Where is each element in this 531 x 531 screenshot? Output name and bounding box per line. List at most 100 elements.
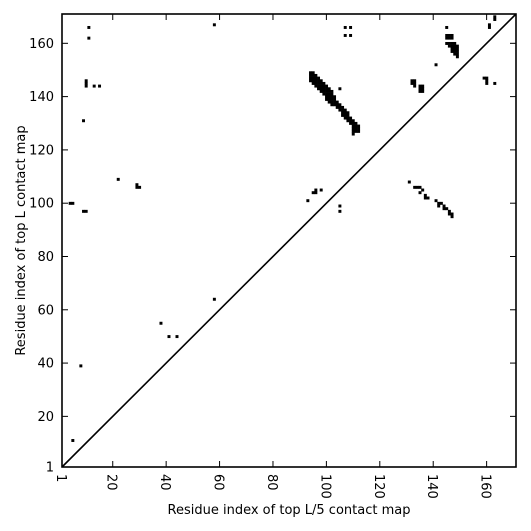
contact-point xyxy=(87,36,91,40)
contact-point xyxy=(439,201,443,205)
contact-point xyxy=(418,89,422,93)
contact-point xyxy=(410,79,414,83)
contact-point xyxy=(159,321,163,325)
contact-point xyxy=(487,23,491,27)
y-tick-label: 80 xyxy=(37,250,54,265)
contact-point xyxy=(346,113,350,117)
y-tick-label: 20 xyxy=(37,410,54,425)
contact-point xyxy=(346,111,350,115)
contact-point xyxy=(415,185,419,189)
contact-point xyxy=(311,191,315,195)
contact-point xyxy=(138,185,142,189)
contact-point xyxy=(349,121,353,125)
contact-point xyxy=(418,87,422,91)
x-tick-label: 120 xyxy=(371,474,386,499)
contact-point xyxy=(445,36,449,40)
contact-point xyxy=(330,100,334,104)
contact-point xyxy=(338,209,342,213)
x-tick-label: 140 xyxy=(424,474,439,499)
contact-point xyxy=(418,84,422,88)
contact-point xyxy=(314,188,318,192)
contact-point xyxy=(311,76,315,80)
contact-point xyxy=(317,76,321,80)
contact-point xyxy=(434,199,438,203)
contact-point xyxy=(167,335,171,339)
contact-point xyxy=(343,108,347,112)
contact-point xyxy=(341,113,345,117)
contact-point xyxy=(450,33,454,37)
contact-point xyxy=(338,204,342,208)
contact-point xyxy=(333,97,337,101)
contact-point xyxy=(309,73,312,77)
contact-point xyxy=(68,201,72,205)
contact-point xyxy=(447,36,451,40)
contact-point xyxy=(410,81,414,85)
contact-point xyxy=(330,97,334,101)
contact-point xyxy=(212,23,216,27)
contact-point xyxy=(450,212,454,216)
contact-point xyxy=(453,52,457,56)
y-tick-label: 160 xyxy=(29,37,54,52)
contact-point xyxy=(309,79,312,83)
contact-point xyxy=(319,81,323,85)
contact-point xyxy=(319,87,323,91)
contact-point xyxy=(357,127,361,131)
contact-point xyxy=(421,89,425,93)
x-axis-ticks: 1 20 40 60 80 100 120 140 160 xyxy=(53,14,493,499)
contact-point xyxy=(450,215,454,219)
contact-point xyxy=(116,177,120,181)
contact-point xyxy=(314,76,318,80)
contact-point xyxy=(453,49,457,53)
contact-point xyxy=(354,121,358,125)
contact-point xyxy=(450,41,454,45)
contact-point xyxy=(338,105,342,109)
contact-point xyxy=(135,185,139,189)
contact-point xyxy=(319,84,323,88)
contact-point xyxy=(413,84,417,88)
contact-point xyxy=(84,209,88,213)
contact-point xyxy=(322,81,326,85)
x-tick-label: 20 xyxy=(104,474,119,491)
contact-point xyxy=(322,87,326,91)
contact-point xyxy=(413,81,417,85)
contact-point xyxy=(322,92,326,96)
contact-point xyxy=(357,129,361,133)
contact-point xyxy=(354,129,358,133)
contact-point xyxy=(407,180,411,184)
contact-point xyxy=(338,108,342,112)
contact-point xyxy=(493,18,497,21)
contact-point xyxy=(351,119,355,123)
contact-point xyxy=(212,297,216,301)
contact-point xyxy=(447,212,451,216)
contact-point xyxy=(317,81,321,85)
contact-point xyxy=(319,188,323,192)
contact-point xyxy=(493,15,497,19)
contact-point xyxy=(349,119,353,123)
contact-point xyxy=(354,127,358,131)
contact-point xyxy=(445,41,449,45)
y-tick-label: 60 xyxy=(37,303,54,318)
y-tick-label: 40 xyxy=(37,357,54,372)
x-tick-label: 60 xyxy=(211,474,226,491)
contact-point xyxy=(445,25,449,29)
contact-point xyxy=(421,87,425,91)
contact-point xyxy=(333,103,337,107)
contact-point xyxy=(98,84,102,88)
contact-point xyxy=(341,111,345,115)
contact-point xyxy=(349,25,353,29)
contact-point xyxy=(338,103,342,107)
contact-point xyxy=(343,113,347,117)
contact-point xyxy=(493,81,497,85)
y-axis-title: Residue index of top L contact map xyxy=(14,125,29,355)
contact-point xyxy=(325,92,329,96)
contact-point xyxy=(327,89,331,93)
contact-point xyxy=(322,84,326,88)
contact-point xyxy=(330,103,334,107)
contact-point xyxy=(327,100,331,104)
contact-point xyxy=(423,196,427,200)
contact-point xyxy=(453,41,457,45)
contact-point xyxy=(325,89,329,93)
contact-point xyxy=(84,84,88,88)
contact-point xyxy=(349,116,353,120)
